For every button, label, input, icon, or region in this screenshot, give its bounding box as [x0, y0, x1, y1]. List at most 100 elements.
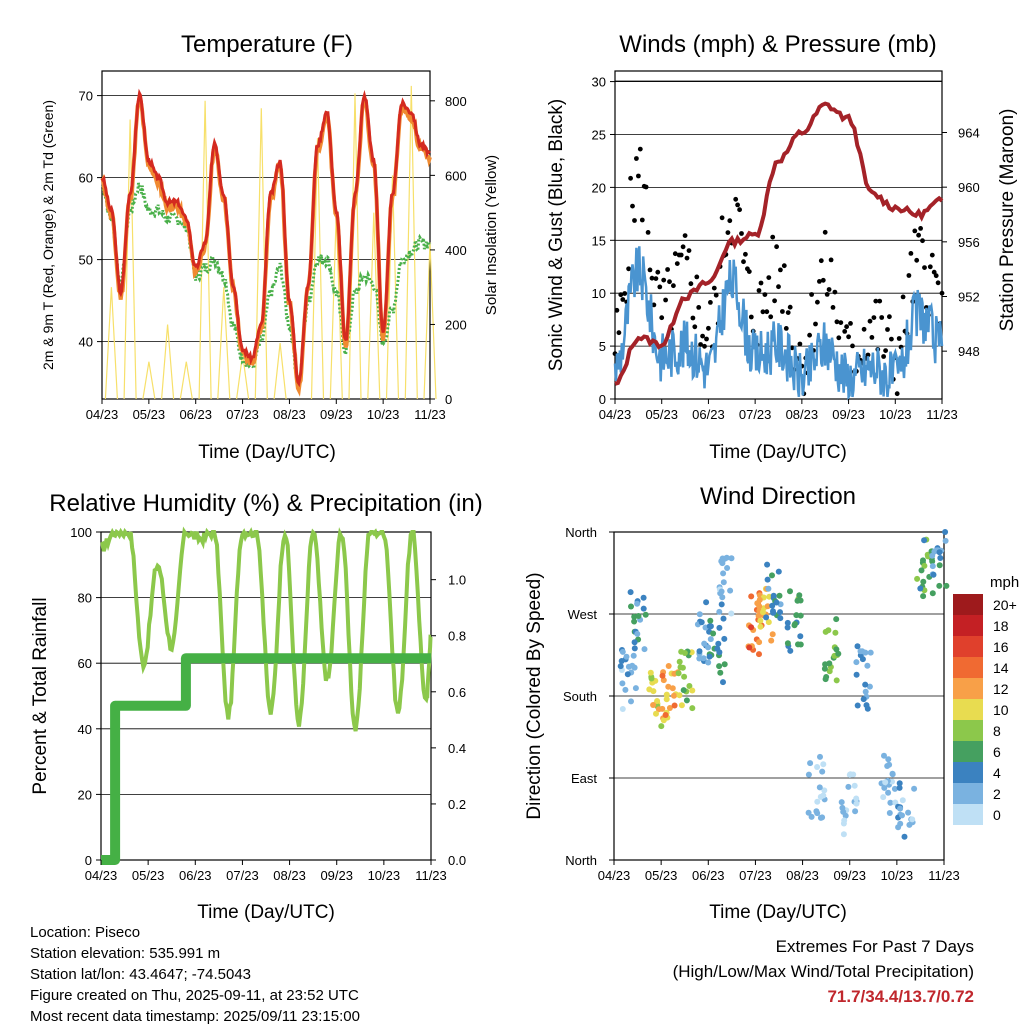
hum-xtick-label: 05/23	[132, 868, 165, 883]
legend-swatch	[953, 657, 983, 678]
direction-point	[756, 603, 763, 610]
legend-label: 20+	[993, 597, 1017, 613]
gust-point	[680, 244, 686, 250]
direction-point	[716, 624, 723, 631]
gust-point	[700, 333, 705, 339]
gust-point	[869, 335, 875, 340]
direction-point	[914, 575, 921, 582]
rh-ytick-label: 20	[78, 787, 92, 802]
direction-point	[860, 696, 867, 703]
extremes-subheading: (High/Low/Max Wind/Total Precipitation)	[672, 962, 974, 981]
temp-ytick-label: 50	[79, 253, 93, 268]
temp-xtick-label: 09/23	[320, 407, 353, 422]
gust-point	[645, 230, 651, 235]
gust-point	[830, 305, 836, 310]
direction-point	[689, 687, 696, 694]
direction-point	[756, 639, 763, 646]
gust-point	[836, 335, 842, 341]
direction-point	[646, 686, 653, 693]
gust-point	[867, 318, 873, 324]
direction-point	[857, 648, 864, 655]
figure-created: Figure created on Thu, 2025-09-11, at 23…	[30, 987, 359, 1004]
gust-point	[737, 207, 742, 213]
legend-swatch	[953, 720, 983, 741]
winds-ylabel-right: Station Pressure (Maroon)	[997, 109, 1018, 332]
gust-point	[914, 257, 920, 263]
direction-point	[686, 683, 693, 689]
gust-point	[711, 285, 717, 291]
station-info: Location: Piseco Station elevation: 535.…	[30, 922, 360, 1027]
gust-point	[618, 292, 624, 298]
rh-ytick-label: 100	[70, 525, 92, 540]
gust-point	[719, 215, 725, 221]
direction-point	[764, 561, 771, 568]
gust-point	[896, 336, 902, 341]
station-location: Location: Piseco	[30, 924, 141, 941]
direction-point	[889, 770, 896, 777]
direction-point	[797, 633, 804, 640]
solar-series	[104, 85, 437, 400]
legend-label: 6	[993, 744, 1001, 760]
gust-point	[780, 309, 785, 314]
gust-point	[789, 345, 795, 351]
direction-point	[635, 613, 642, 619]
gust-point	[807, 332, 812, 338]
gust-point	[826, 287, 832, 292]
direction-title: Wind Direction	[700, 483, 856, 510]
temperature-plot-frame	[101, 70, 431, 400]
gust-point	[622, 291, 628, 296]
direction-point	[748, 624, 755, 631]
gust-point	[846, 334, 851, 340]
direction-point	[641, 646, 648, 653]
direction-point	[632, 685, 639, 692]
solar-ytick-label: 200	[445, 317, 467, 332]
wind-xtick-label: 05/23	[645, 407, 678, 422]
hum-xtick-label: 06/23	[179, 868, 212, 883]
direction-point	[886, 810, 893, 816]
dir-xtick-label: 06/23	[692, 868, 725, 883]
direction-point	[705, 644, 712, 651]
direction-point	[720, 679, 726, 686]
humidity-xlabel: Time (Day/UTC)	[197, 902, 335, 923]
direction-point	[822, 676, 829, 683]
legend-swatch	[953, 783, 983, 804]
direction-point	[764, 603, 771, 610]
gust-point	[785, 310, 791, 315]
direction-point	[671, 702, 678, 709]
direction-point	[721, 555, 728, 562]
direction-point	[853, 795, 860, 802]
direction-point	[634, 630, 641, 637]
direction-point	[728, 555, 735, 562]
gust-point	[776, 284, 781, 290]
direction-point	[631, 618, 638, 625]
gust-point	[885, 327, 890, 332]
direction-point	[769, 572, 775, 579]
direction-point	[796, 592, 803, 599]
direction-point	[814, 764, 821, 770]
gust-point	[702, 343, 707, 349]
direction-point	[720, 615, 727, 622]
direction-point	[676, 692, 683, 699]
direction-point	[862, 649, 869, 656]
direction-point	[864, 662, 871, 669]
wind-speed-series	[613, 246, 944, 401]
gust-point	[908, 251, 914, 256]
direction-point	[648, 675, 655, 682]
hum-xtick-label: 10/23	[368, 868, 401, 883]
legend-label: 12	[993, 681, 1009, 697]
legend-swatch	[953, 594, 983, 615]
direction-ylabel-left: Direction (Colored By Speed)	[524, 572, 545, 819]
direction-point	[929, 558, 936, 565]
direction-point	[797, 612, 804, 619]
direction-point	[862, 681, 869, 688]
dewpoint-line	[101, 182, 432, 387]
gust-point	[766, 275, 772, 280]
speed-legend-title: mph	[990, 574, 1019, 591]
legend-label: 10	[993, 702, 1009, 718]
direction-point	[617, 663, 624, 670]
wind-ytick-label: 15	[592, 233, 606, 248]
direction-point	[770, 609, 777, 616]
humidity-plot-frame	[100, 531, 432, 861]
pressure-ytick-label: 952	[958, 290, 980, 305]
